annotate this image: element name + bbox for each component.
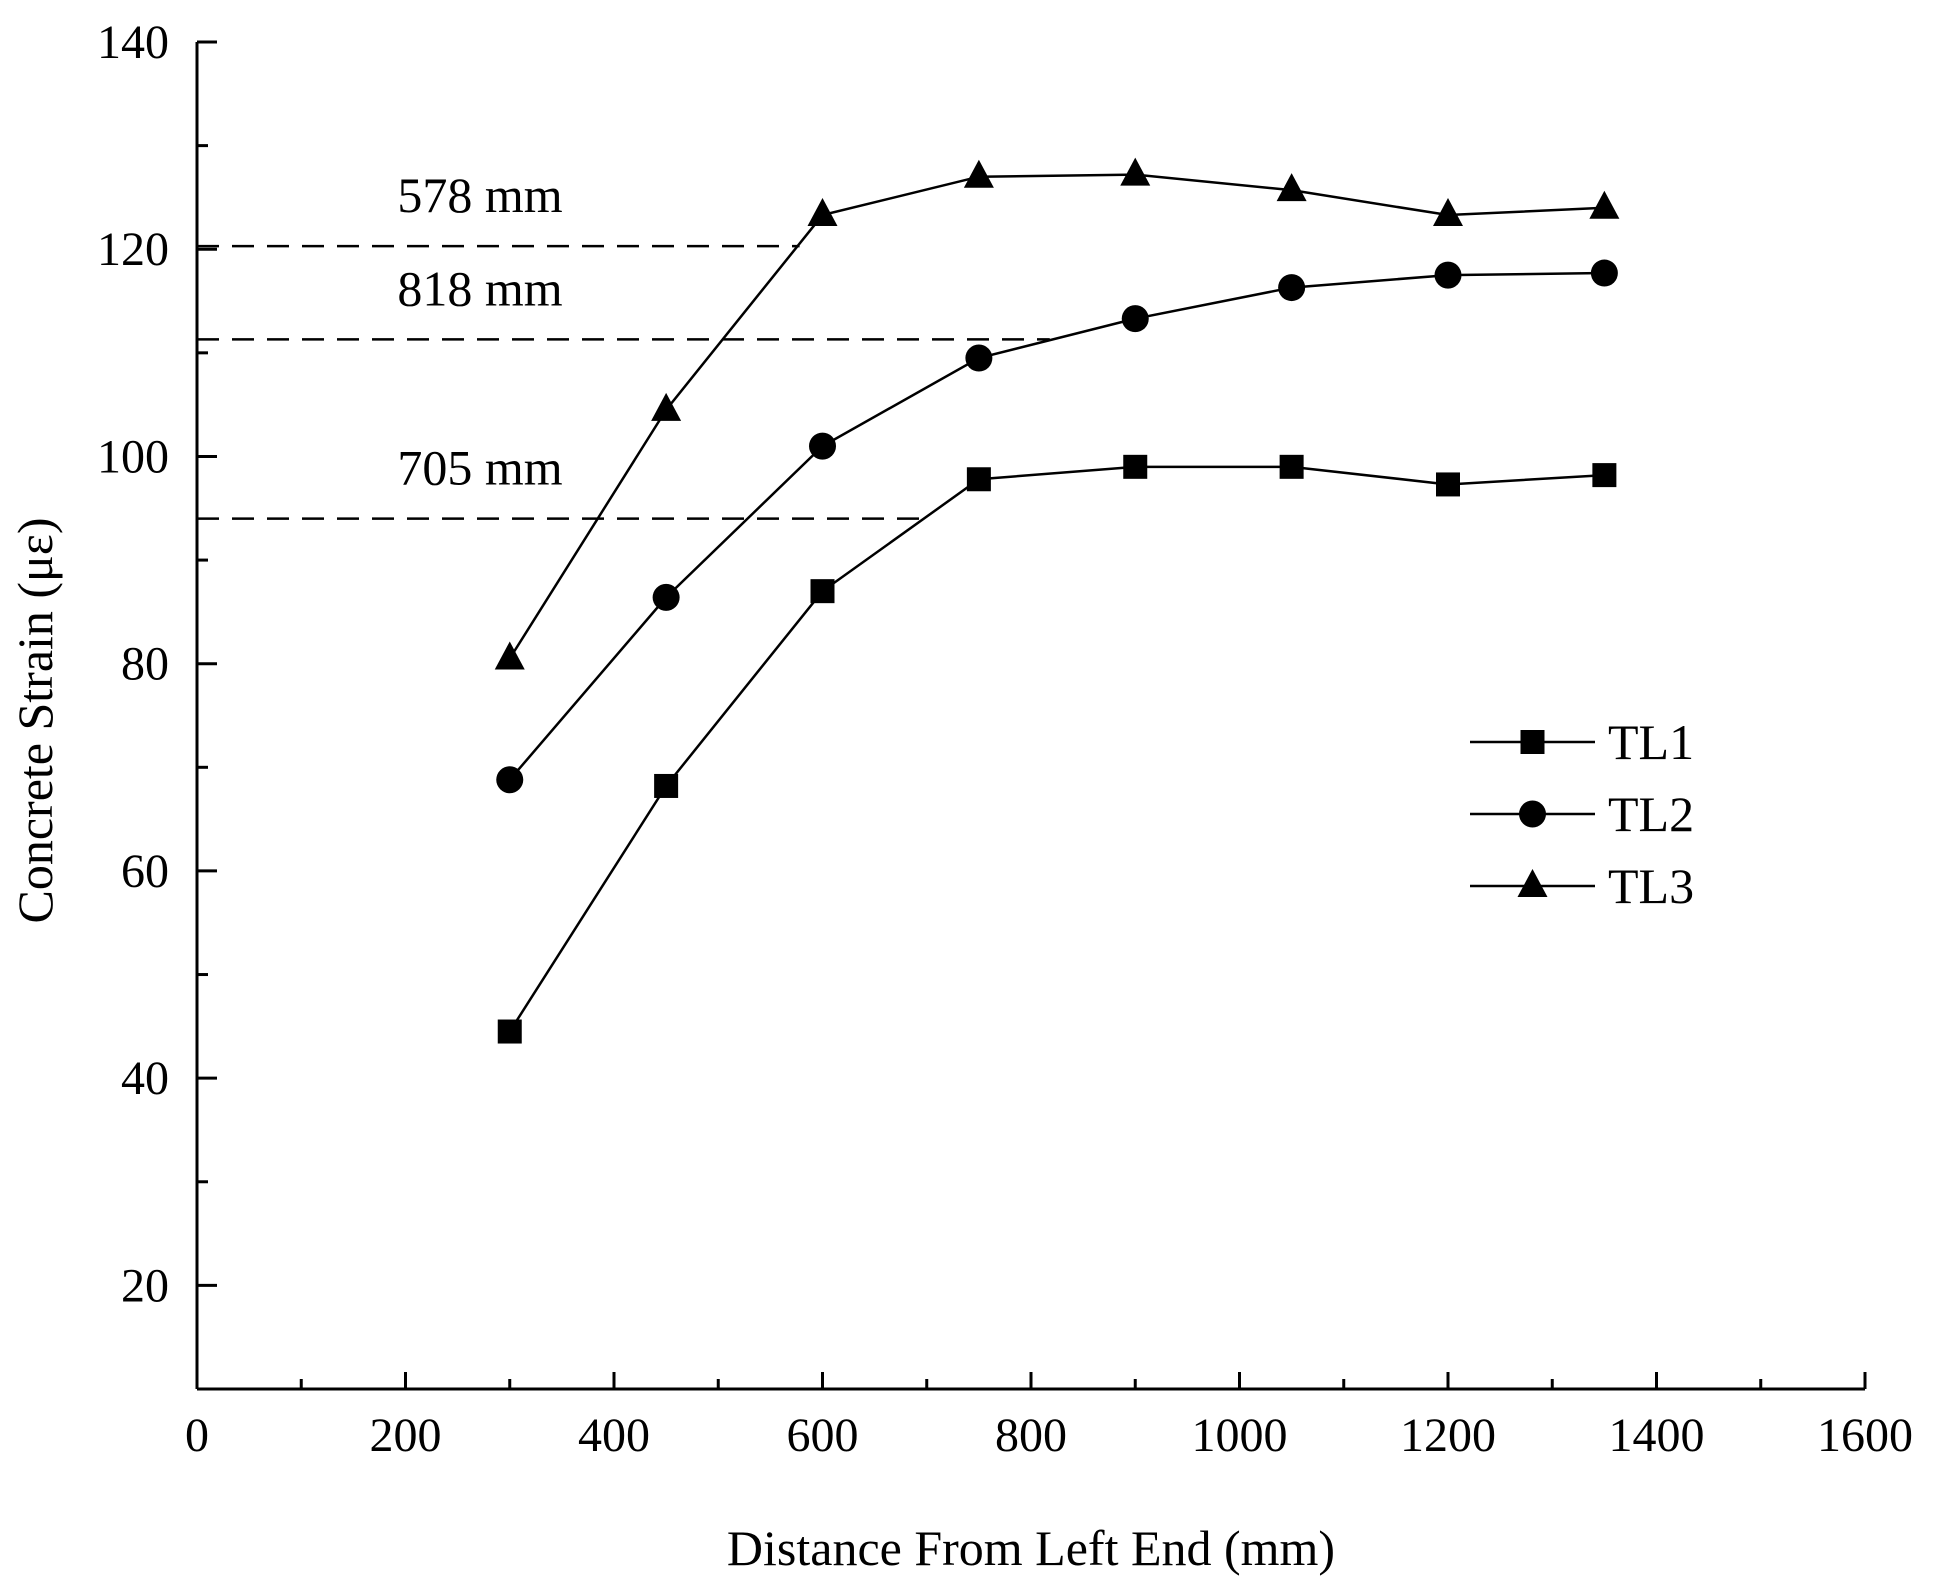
x-tick-label: 1600 [1817,1409,1913,1462]
x-tick-label: 400 [578,1409,650,1462]
legend-marker-tl3 [1517,869,1548,897]
data-point-tl1 [1436,472,1460,497]
x-tick-label: 1400 [1609,1409,1705,1462]
x-axis-title: Distance From Left End (mm) [727,1520,1335,1576]
data-point-tl3 [1433,198,1463,227]
ticks: 0 200 400 600 800 1000 1200 1400 1600 20 40 60 80 100… [97,16,1913,1462]
data-point-tl3 [494,641,525,670]
data-point-tl3 [807,198,838,227]
series-tl1 [497,454,1617,1044]
data-point-tl1 [1279,454,1304,479]
series-line-tl2 [508,271,1605,781]
reference-lines: 578 mm 818 mm 705 mm [197,167,1050,520]
x-tick-label: 1000 [1192,1409,1288,1462]
data-point-tl1 [810,579,835,604]
series-line-tl3 [508,173,1605,660]
y-axis-title: Concrete Strain (με) [7,517,63,923]
y-tick-label: 60 [121,845,169,898]
x-tick-label: 0 [185,1409,209,1462]
data-point-tl1 [1123,454,1148,479]
x-tick-label: 600 [787,1409,859,1462]
legend-label: TL1 [1608,714,1694,770]
y-tick-label: 120 [97,223,169,276]
y-tick-label: 40 [121,1052,169,1105]
data-point-tl2 [965,344,993,372]
reference-label: 705 mm [397,440,562,496]
data-point-tl1 [497,1019,522,1044]
data-point-tl3 [1589,190,1620,219]
legend-label: TL2 [1608,786,1694,842]
series-line-tl1 [508,465,1605,1033]
data-point-tl3 [1276,173,1307,202]
x-tick-label: 200 [370,1409,442,1462]
legend-item-tl2: TL2 [1470,786,1694,842]
y-tick-label: 20 [121,1259,169,1312]
legend-label: TL3 [1608,858,1694,914]
data-point-tl2 [652,583,680,611]
data-point-tl1 [1592,463,1617,488]
data-point-tl2 [1121,305,1149,333]
x-tick-label: 800 [995,1409,1067,1462]
data-point-tl1 [654,773,679,798]
data-point-tl3 [651,392,682,421]
legend: TL1 TL2 TL3 [1470,714,1694,914]
legend-marker-tl1 [1520,730,1545,754]
x-tick-label: 1200 [1400,1409,1496,1462]
series-tl2 [496,259,1618,794]
data-point-tl3 [963,159,994,188]
data-point-tl2 [1278,274,1306,302]
series-layer [494,157,1620,1044]
series-tl3 [494,157,1620,670]
legend-marker-tl2 [1519,800,1546,828]
data-point-tl2 [809,432,836,460]
data-point-tl1 [966,467,991,492]
data-point-tl2 [496,766,524,794]
y-tick-label: 100 [97,430,169,483]
data-point-tl3 [1120,157,1151,186]
legend-item-tl3: TL3 [1470,858,1694,914]
y-tick-label: 140 [97,16,169,69]
data-point-tl2 [1590,259,1618,287]
legend-item-tl1: TL1 [1470,714,1694,770]
reference-label: 578 mm [397,167,562,223]
data-point-tl2 [1434,261,1462,289]
y-tick-label: 80 [121,638,169,691]
reference-label: 818 mm [397,260,562,316]
